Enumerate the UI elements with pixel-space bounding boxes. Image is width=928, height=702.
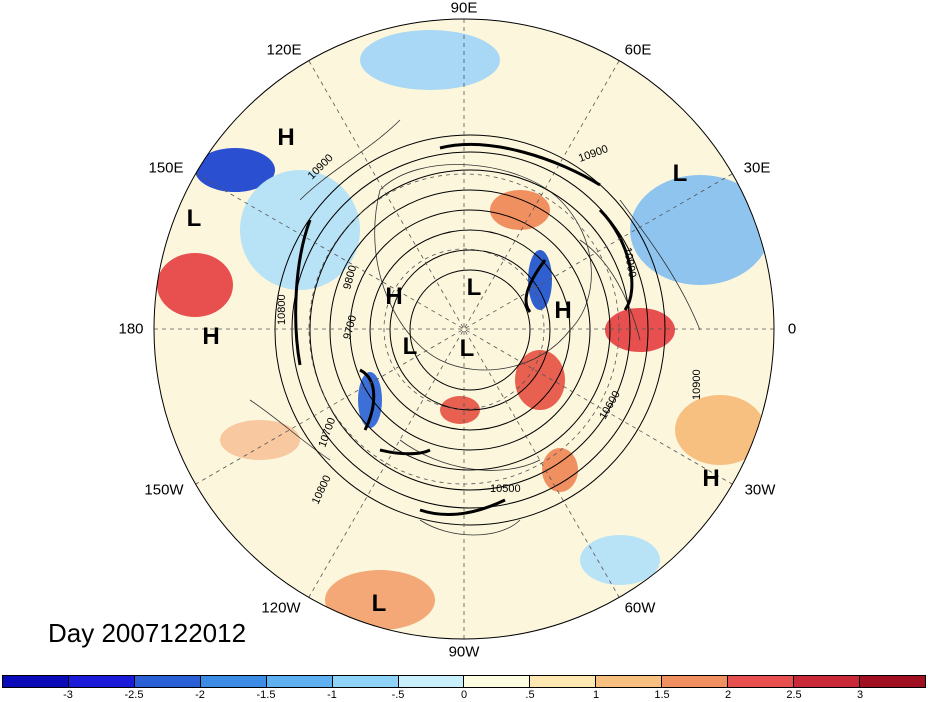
low-center: L xyxy=(466,274,482,301)
contour-label: 10900 xyxy=(691,369,703,400)
high-center: H xyxy=(702,465,720,492)
colorbar-swatch xyxy=(662,676,729,687)
colorbar xyxy=(2,675,926,688)
colorbar-tick-label: -.5 xyxy=(391,689,405,701)
colorbar-swatch xyxy=(398,676,465,687)
colorbar-tick-label: 1.5 xyxy=(654,689,670,701)
date-label: Day 2007122012 xyxy=(48,618,247,648)
lon-label-90w: 90W xyxy=(448,643,480,661)
lon-label-30e: 30E xyxy=(743,159,771,177)
colorbar-swatch xyxy=(134,676,201,687)
low-center: L xyxy=(672,160,688,187)
lon-label-60e: 60E xyxy=(624,41,652,59)
colorbar-swatch xyxy=(859,676,925,687)
high-center: H xyxy=(554,297,572,324)
graticule xyxy=(154,19,774,639)
low-center: L xyxy=(402,333,418,360)
high-center: H xyxy=(385,283,403,310)
lon-label-60w: 60W xyxy=(624,599,656,617)
lon-label-120e: 120E xyxy=(266,41,302,59)
colorbar-swatch xyxy=(3,676,69,687)
colorbar-swatch xyxy=(464,676,531,687)
colorbar-tick-label: .5 xyxy=(525,689,535,701)
colorbar-tick-label: -3 xyxy=(63,689,73,701)
jet-contours xyxy=(294,143,634,517)
colorbar-tick-label: 1 xyxy=(592,689,600,701)
colorbar-swatch xyxy=(200,676,267,687)
contour-label: 10900 xyxy=(621,246,638,278)
colorbar-swatch xyxy=(266,676,333,687)
low-center: L xyxy=(186,205,202,232)
high-center: H xyxy=(277,124,295,151)
colorbar-tick-label: -2 xyxy=(195,689,205,701)
colorbar-tick-label: -2.5 xyxy=(124,689,144,701)
lon-label-0: 0 xyxy=(787,320,797,338)
colorbar-swatch xyxy=(68,676,135,687)
contour-label: 10800 xyxy=(276,294,288,325)
colorbar-swatch xyxy=(728,676,795,687)
colorbar-tick-label: 2 xyxy=(724,689,732,701)
colorbar-swatch xyxy=(596,676,663,687)
colorbar-tick-label: 3 xyxy=(856,689,864,701)
anomaly-field xyxy=(157,30,770,630)
lon-label-180: 180 xyxy=(118,320,144,338)
colorbar-tick-label: 0 xyxy=(460,689,468,701)
colorbar-swatch xyxy=(530,676,597,687)
lon-label-150w: 150W xyxy=(144,481,184,499)
colorbar-swatch xyxy=(794,676,860,687)
colorbar-tick-label: -1 xyxy=(327,689,337,701)
low-center: L xyxy=(459,335,475,362)
colorbar-tick-label: 2.5 xyxy=(786,689,802,701)
lon-label-90e: 90E xyxy=(450,0,478,17)
high-center: H xyxy=(202,323,220,350)
low-center: L xyxy=(371,590,387,617)
colorbar-swatch xyxy=(332,676,399,687)
lon-label-150e: 150E xyxy=(148,159,184,177)
height-contours xyxy=(274,134,666,526)
colorbar-tick-label: -1.5 xyxy=(256,689,276,701)
lon-label-30w: 30W xyxy=(744,481,776,499)
lon-label-120w: 120W xyxy=(261,599,301,617)
contour-label: 10500 xyxy=(490,483,521,495)
